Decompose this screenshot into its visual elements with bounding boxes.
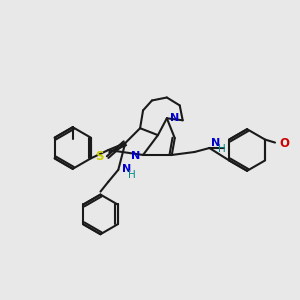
Text: N: N (212, 138, 221, 148)
Text: N: N (122, 164, 131, 174)
Text: H: H (128, 170, 136, 180)
Text: N: N (170, 113, 179, 123)
Text: O: O (279, 137, 289, 150)
Text: S: S (95, 150, 103, 164)
Text: H: H (218, 144, 226, 154)
Text: N: N (131, 151, 140, 161)
